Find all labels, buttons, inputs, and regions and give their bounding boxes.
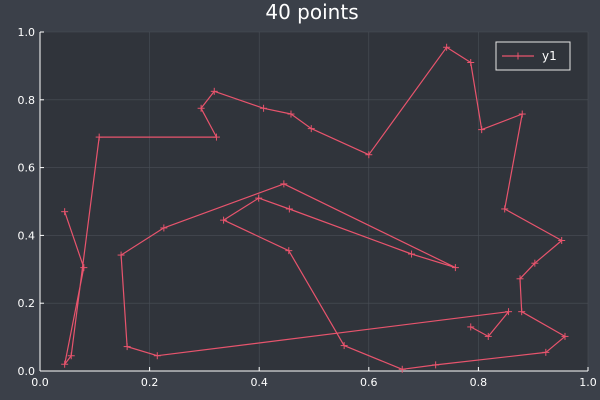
y-axis-ticks: 0.0 0.2 0.4 0.6 0.8 1.0 — [18, 26, 44, 378]
y-tick-label: 0.6 — [18, 162, 36, 175]
data-point — [80, 264, 88, 272]
data-point — [561, 332, 569, 340]
y-tick-label: 0.2 — [18, 297, 36, 310]
data-point — [260, 104, 268, 112]
data-point — [210, 87, 218, 95]
data-point — [542, 348, 550, 356]
data-point — [67, 352, 75, 360]
data-point — [531, 259, 539, 267]
x-tick-label: 0.8 — [470, 376, 488, 389]
series-group — [61, 43, 569, 373]
x-axis-ticks: 0.0 0.2 0.4 0.6 0.8 1.0 — [31, 367, 597, 389]
plot-area — [40, 32, 588, 371]
data-point — [61, 360, 69, 368]
data-point — [505, 308, 513, 316]
data-point — [451, 264, 459, 272]
y-tick-label: 0.0 — [18, 365, 36, 378]
legend-label: y1 — [542, 49, 557, 63]
data-point — [558, 236, 566, 244]
data-point — [518, 110, 526, 118]
data-point — [123, 343, 131, 351]
data-point — [518, 308, 526, 316]
data-point — [307, 125, 315, 133]
data-point — [443, 43, 451, 51]
data-point — [255, 194, 263, 202]
x-tick-label: 1.0 — [579, 376, 597, 389]
data-point — [117, 251, 125, 259]
chart-title: 40 points — [265, 0, 358, 24]
data-point — [220, 216, 228, 224]
y-tick-label: 0.4 — [18, 229, 36, 242]
data-point — [280, 180, 288, 188]
data-point — [285, 247, 293, 255]
y-tick-label: 0.8 — [18, 94, 36, 107]
x-tick-label: 0.0 — [31, 376, 49, 389]
data-point — [197, 104, 205, 112]
data-point — [467, 59, 475, 67]
data-point — [285, 205, 293, 213]
data-point — [516, 275, 524, 283]
data-point — [501, 205, 509, 213]
x-tick-label: 0.4 — [250, 376, 268, 389]
data-point — [478, 126, 486, 134]
data-point — [61, 208, 69, 216]
y-tick-label: 1.0 — [18, 26, 36, 39]
data-point — [153, 352, 161, 360]
axes — [39, 32, 588, 372]
data-point — [212, 133, 220, 141]
data-point — [467, 323, 475, 331]
x-tick-label: 0.2 — [141, 376, 159, 389]
data-point — [287, 110, 295, 118]
x-tick-label: 0.6 — [360, 376, 378, 389]
legend: y1 — [495, 41, 571, 71]
data-point — [160, 224, 168, 232]
data-point — [408, 250, 416, 258]
data-point — [398, 365, 406, 373]
series-line-y1 — [64, 46, 566, 370]
data-point — [484, 332, 492, 340]
data-point — [365, 151, 373, 159]
data-point — [340, 342, 348, 350]
data-point — [432, 361, 440, 369]
data-point — [95, 133, 103, 141]
